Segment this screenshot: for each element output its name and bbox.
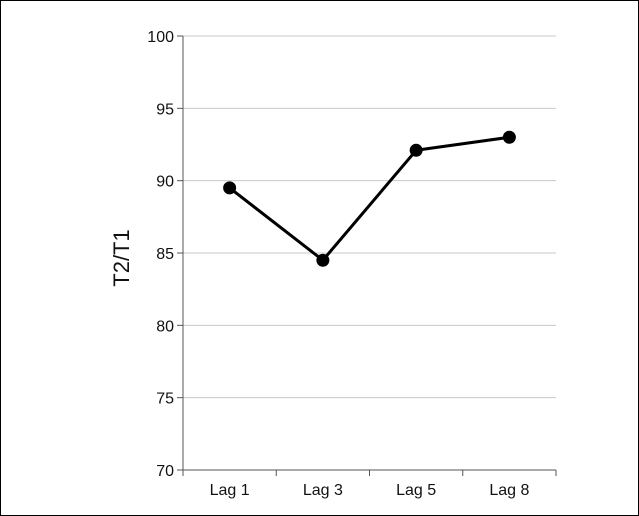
y-tick-label: 95	[156, 101, 174, 118]
y-tick-label: 90	[156, 174, 174, 191]
data-point	[316, 253, 330, 267]
data-points	[223, 130, 516, 267]
y-tick-label: 70	[156, 463, 174, 480]
y-tick-label: 75	[156, 391, 174, 408]
y-tick-label: 85	[156, 246, 174, 263]
series-line	[228, 135, 510, 262]
x-tick-label: Lag 8	[489, 482, 529, 499]
series-line-0	[228, 135, 510, 262]
x-tick-label: Lag 1	[210, 482, 250, 499]
x-tick-label: Lag 5	[396, 482, 436, 499]
x-tick-label: Lag 3	[303, 482, 343, 499]
x-tick-labels: Lag 1 Lag 3 Lag 5 Lag 8	[210, 482, 530, 499]
data-point	[409, 143, 423, 157]
y-axis-label: T2/T1	[109, 229, 134, 286]
axes	[177, 35, 557, 476]
y-tick-labels: 70 75 80 85 90 95 100	[147, 29, 174, 480]
y-tick-label: 80	[156, 318, 174, 335]
y-tick-label: 100	[147, 29, 174, 46]
data-point	[223, 181, 237, 195]
gridlines	[183, 35, 556, 399]
data-point	[502, 130, 516, 144]
